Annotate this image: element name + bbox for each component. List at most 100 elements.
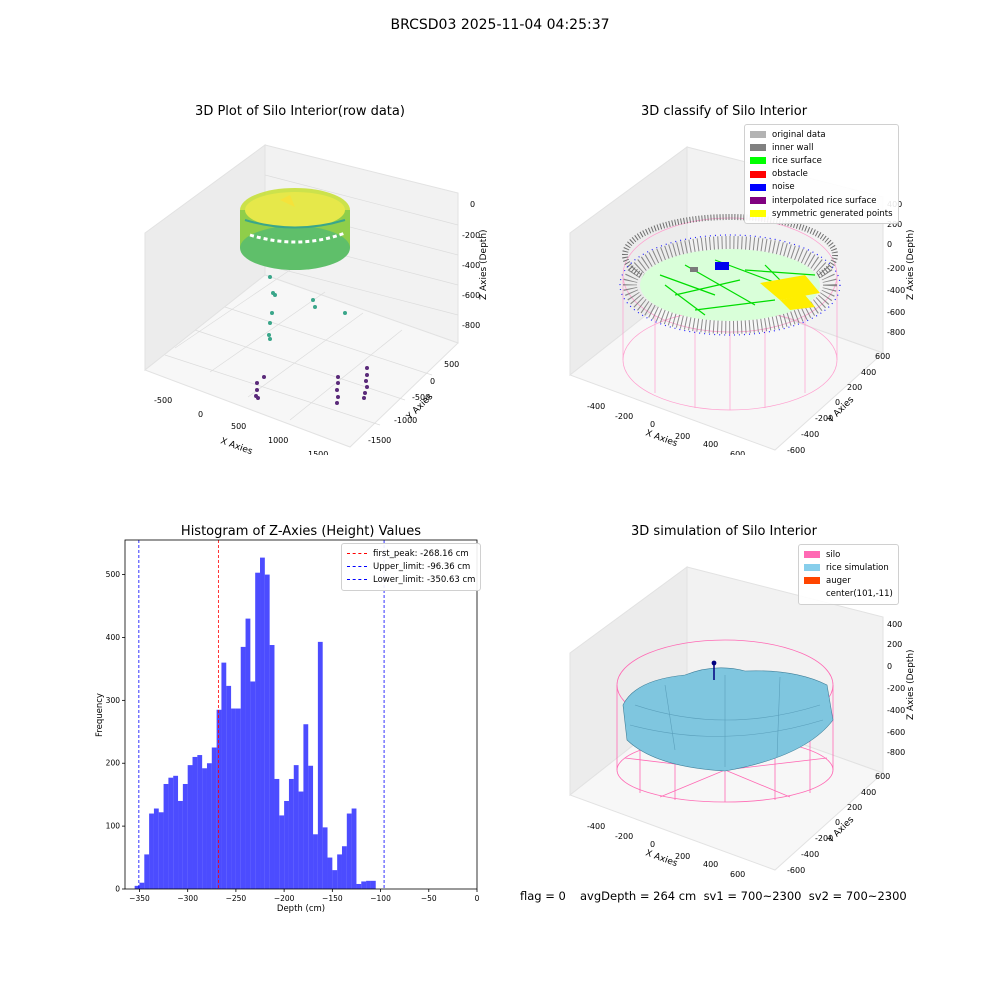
legend-swatch-obstacle (750, 170, 766, 178)
svg-text:-600: -600 (787, 446, 805, 455)
histogram-bar (192, 756, 198, 889)
raw-3d-plot: -500 0 500 1000 1500 X Axies 500 0 -500 … (143, 144, 489, 455)
svg-text:600: 600 (875, 772, 890, 781)
classify-points (619, 214, 841, 336)
histogram-bar (269, 645, 275, 889)
histogram-limit-lines (138, 540, 385, 889)
svg-text:-800: -800 (462, 321, 480, 330)
legend-swatch-noise (750, 183, 766, 191)
histogram-y-tick-label: 0 (115, 885, 120, 894)
svg-text:200: 200 (675, 432, 690, 441)
histogram-x-tick-label: −300 (177, 894, 198, 903)
histogram-bar (226, 685, 232, 889)
histogram-bar (303, 724, 309, 889)
classify-y-ticks: 600 400 200 0 -200 -400 -600 (787, 352, 890, 455)
status-flag: flag = 0 (520, 889, 566, 903)
svg-text:-400: -400 (462, 261, 480, 270)
svg-text:0: 0 (650, 420, 655, 429)
legend-item: auger (804, 574, 893, 587)
legend-swatch-original (750, 131, 766, 139)
histogram-bar (158, 812, 164, 889)
svg-text:-200: -200 (615, 412, 633, 421)
legend-line-first-peak (347, 553, 367, 555)
svg-text:-200: -200 (815, 834, 833, 843)
svg-text:-800: -800 (887, 748, 905, 757)
histogram-bar (293, 765, 299, 889)
legend-swatch-interpolated (750, 197, 766, 205)
status-avg-depth: avgDepth = 264 cm sv1 = 700~2300 sv2 = 7… (580, 889, 907, 903)
histogram-bar (317, 641, 323, 889)
histogram-bar (206, 763, 212, 889)
histogram-x-tick-label: −250 (226, 894, 247, 903)
histogram-bar (153, 808, 159, 889)
svg-text:-500: -500 (412, 393, 430, 402)
svg-text:0: 0 (650, 840, 655, 849)
svg-text:600: 600 (730, 870, 745, 879)
svg-text:-400: -400 (801, 850, 819, 859)
svg-text:-200: -200 (887, 684, 905, 693)
histogram-bar (298, 791, 304, 889)
histogram-bar (288, 778, 294, 889)
svg-text:-200: -200 (887, 264, 905, 273)
histogram-bar (173, 775, 179, 889)
legend-line-lower (347, 579, 367, 581)
histogram-bar (327, 857, 333, 889)
classify-legend: original data inner wall rice surface ob… (744, 124, 899, 225)
histogram-bar (149, 813, 154, 889)
histogram-title: Histogram of Z-Axies (Height) Values (180, 524, 422, 539)
svg-text:400: 400 (861, 368, 876, 377)
raw-y-ticks: 500 0 -500 -1000 -1500 (368, 360, 459, 445)
histogram-y-label: Frequency (95, 693, 105, 737)
legend-item: symmetric generated points (750, 207, 893, 220)
legend-swatch-center (804, 591, 820, 598)
legend-item: silo (804, 548, 893, 561)
histogram-bar (245, 618, 251, 889)
simulation-plot-title: 3D simulation of Silo Interior (631, 524, 817, 539)
histogram-bar (361, 881, 367, 889)
histogram-bar (197, 755, 203, 889)
histogram-bars (134, 557, 376, 889)
svg-text:-800: -800 (887, 328, 905, 337)
svg-text:-400: -400 (887, 706, 905, 715)
histogram-bar (235, 708, 241, 889)
histogram-bar (216, 709, 222, 889)
histogram-bar (144, 854, 150, 889)
svg-text:400: 400 (887, 620, 902, 629)
histogram-bar (139, 882, 145, 889)
histogram-bar (168, 777, 174, 889)
histogram-bar (202, 768, 207, 889)
legend-item: noise (750, 181, 893, 194)
histogram-bar (221, 662, 227, 889)
svg-text:200: 200 (675, 852, 690, 861)
raw-x-label: X Axies (219, 436, 254, 455)
svg-text:200: 200 (847, 803, 862, 812)
histogram-y-tick-label: 200 (106, 759, 121, 768)
simulation-x-ticks: -400 -200 0 200 400 600 (587, 822, 745, 879)
svg-text:200: 200 (887, 220, 902, 229)
svg-text:500: 500 (444, 360, 459, 369)
histogram-x-tick-label: 0 (475, 894, 480, 903)
legend-swatch-inner-wall (750, 144, 766, 152)
histogram-y-tick-label: 300 (106, 696, 121, 705)
histogram-bar (250, 681, 256, 889)
svg-text:-400: -400 (587, 822, 605, 831)
histogram-chart: −350 −300 −250 −200 −150 −100 −50 0 0 100 200 300 40… (95, 539, 480, 914)
classify-x-ticks: -400 -200 0 200 400 600 (587, 402, 745, 455)
classify-z-label: Z Axies (Depth) (906, 229, 916, 300)
histogram-bar (240, 646, 246, 889)
svg-text:500: 500 (231, 422, 246, 431)
legend-swatch-silo (804, 551, 820, 559)
legend-swatch-auger (804, 577, 820, 585)
simulation-3d-plot: -400 -200 0 200 400 600 X Axies 600 400 … (568, 566, 916, 879)
histogram-bar (231, 708, 236, 889)
legend-item: rice surface (750, 154, 893, 167)
svg-text:1500: 1500 (308, 450, 328, 455)
figure-title: BRCSD03 2025-11-04 04:25:37 (390, 17, 610, 33)
histogram-bar (356, 883, 362, 889)
histogram-y-tick-label: 400 (106, 633, 121, 642)
simulation-x-label: X Axies (644, 848, 679, 869)
simulation-z-ticks: 400 200 0 -200 -400 -600 -800 (887, 620, 905, 757)
legend-swatch-rice-simulation (804, 564, 820, 572)
histogram-bar (370, 880, 376, 889)
raw-low-points (254, 366, 369, 405)
